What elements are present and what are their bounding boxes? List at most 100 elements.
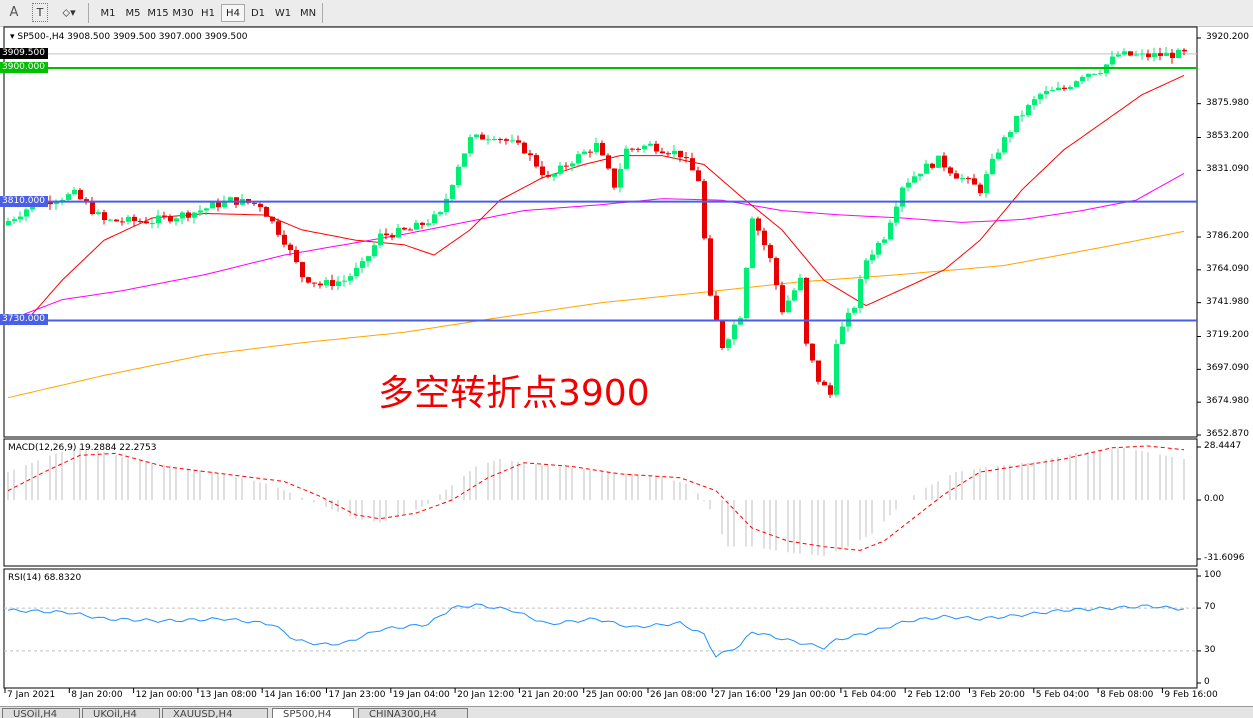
- candle-bear: [288, 244, 293, 251]
- candle-bull: [222, 200, 227, 208]
- candle-bull: [1056, 87, 1061, 91]
- time-label: 7 Jan 2021: [7, 690, 56, 700]
- time-label: 21 Jan 20:00: [521, 690, 579, 700]
- candle-bear: [684, 157, 689, 159]
- rsi-label: RSI(14) 68.8320: [8, 573, 82, 583]
- chart-tab[interactable]: CHINA300,H4: [358, 708, 468, 718]
- candle-bear: [330, 280, 335, 286]
- candle-bear: [966, 178, 971, 180]
- candle-bull: [126, 216, 131, 222]
- candle-bull: [996, 152, 1001, 159]
- time-label: 27 Jan 16:00: [714, 690, 772, 700]
- candle-bull: [1026, 105, 1031, 116]
- candle-bull: [990, 158, 995, 175]
- candle-bear: [930, 163, 935, 168]
- candle-bull: [456, 166, 461, 186]
- price-tick-label: 3920.200: [1206, 32, 1249, 42]
- chart-tab[interactable]: USOil,H4: [2, 708, 80, 718]
- timeframe-m1[interactable]: M1: [100, 7, 116, 19]
- candle-bull: [1110, 56, 1115, 65]
- candle-bull: [576, 154, 581, 164]
- timeframe-m5[interactable]: M5: [125, 7, 141, 19]
- candle-bear: [1128, 51, 1133, 56]
- candle-bear: [708, 238, 713, 296]
- candle-bull: [18, 216, 23, 220]
- candle-bull: [1086, 73, 1091, 77]
- candle-bull: [750, 218, 755, 268]
- candle-bull: [864, 260, 869, 279]
- candle-bull: [984, 174, 989, 194]
- candle-bull: [378, 233, 383, 246]
- candle-bull: [726, 339, 731, 348]
- candle-bull: [936, 155, 941, 168]
- candle-bull: [888, 222, 893, 240]
- candle-bear: [252, 202, 257, 204]
- chart-tab[interactable]: XAUUSD,H4: [162, 708, 268, 718]
- candle-bull: [54, 202, 59, 205]
- candle-bull: [792, 290, 797, 301]
- candle-bear: [948, 167, 953, 174]
- macd-label: MACD(12,26,9) 19.2884 22.2753: [8, 443, 157, 453]
- candle-bear: [258, 203, 263, 208]
- candle-bull: [360, 261, 365, 268]
- candle-bear: [696, 170, 701, 182]
- candle-bull: [72, 189, 77, 195]
- candle-bull: [798, 277, 803, 291]
- chart-tab[interactable]: SP500,H4: [272, 708, 354, 718]
- candle-bull: [1116, 54, 1121, 57]
- candle-bear: [306, 277, 311, 283]
- candle-bull: [342, 280, 347, 282]
- candle-bull: [912, 176, 917, 183]
- candle-bear: [504, 139, 509, 141]
- candle-bear: [300, 262, 305, 278]
- candle-bull: [1074, 81, 1079, 87]
- candle-bear: [600, 142, 605, 156]
- timeframe-w1[interactable]: W1: [274, 7, 292, 19]
- candle-bull: [672, 150, 677, 155]
- candle-bull: [960, 178, 965, 180]
- time-label: 2 Feb 12:00: [907, 690, 961, 700]
- timeframe-d1[interactable]: D1: [250, 7, 266, 19]
- candle-bear: [660, 151, 665, 154]
- time-label: 17 Jan 23:00: [328, 690, 386, 700]
- chart-tab[interactable]: UKOil,H4: [82, 708, 160, 718]
- time-label: 13 Jan 08:00: [199, 690, 257, 700]
- timeframe-h1[interactable]: H1: [201, 7, 215, 19]
- macd-tick-label: -31.6096: [1204, 553, 1245, 563]
- candle-bear: [804, 277, 809, 344]
- candle-bull: [1020, 115, 1025, 117]
- text-tool-button[interactable]: A: [9, 5, 19, 20]
- current-price-tag: 3909.500: [0, 47, 48, 59]
- chart-canvas[interactable]: [0, 26, 1253, 706]
- pane-main: [3, 26, 1198, 438]
- candle-bull: [444, 198, 449, 213]
- candle-bull: [918, 173, 923, 177]
- candle-bull: [648, 143, 653, 146]
- shapes-dropdown-icon[interactable]: ⬦▾: [62, 5, 76, 19]
- candle-bear: [588, 151, 593, 153]
- timeframe-mn[interactable]: MN: [299, 7, 317, 19]
- candle-bull: [870, 254, 875, 261]
- candle-bear: [768, 245, 773, 259]
- candle-bull: [192, 212, 197, 218]
- candle-bull: [1032, 99, 1037, 106]
- macd-signal-line: [7, 445, 1185, 551]
- level-price-tag: 3900.000: [0, 61, 48, 73]
- text-label-tool-button[interactable]: T: [32, 3, 48, 22]
- candle-bull: [900, 187, 905, 207]
- price-tick-label: 3764.090: [1206, 263, 1249, 274]
- collapse-arrow-icon[interactable]: ▾: [10, 32, 18, 42]
- candle-bear: [120, 221, 125, 223]
- candle-bull: [624, 148, 629, 169]
- timeframe-m30[interactable]: M30: [172, 7, 194, 19]
- candle-bear: [762, 230, 767, 246]
- candle-bull: [348, 276, 353, 281]
- candle-bear: [720, 321, 725, 348]
- timeframe-h4[interactable]: H4: [221, 4, 245, 22]
- candle-bull: [336, 281, 341, 286]
- timeframe-m15[interactable]: M15: [147, 7, 169, 19]
- candle-bull: [1098, 73, 1103, 75]
- price-tick-label: 3831.090: [1206, 164, 1249, 175]
- candle-bear: [1062, 87, 1067, 90]
- candle-bear: [942, 155, 947, 168]
